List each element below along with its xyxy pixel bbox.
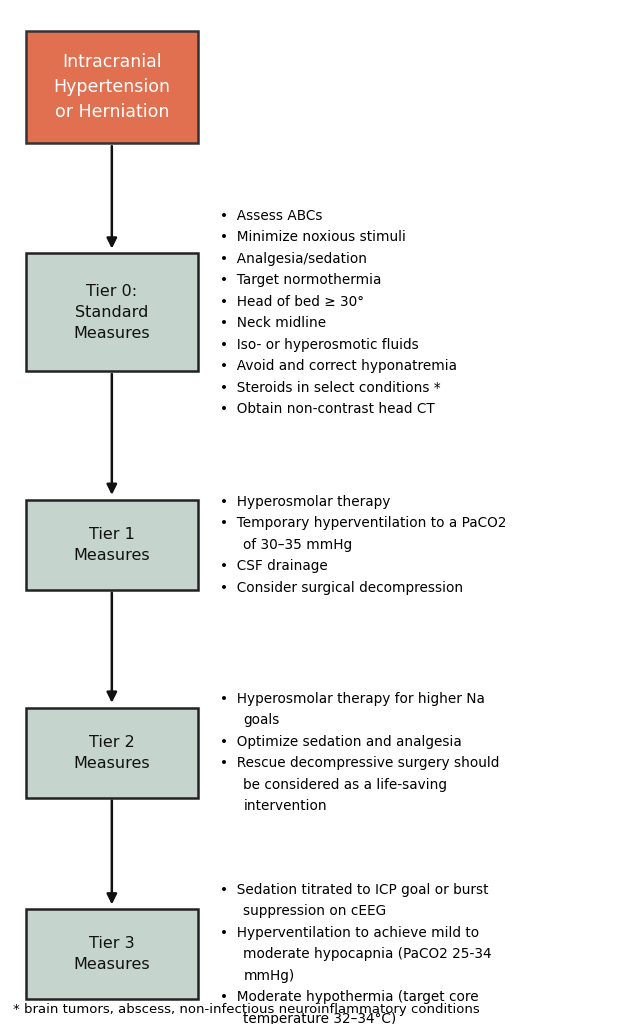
- Text: •  Temporary hyperventilation to a PaCO2: • Temporary hyperventilation to a PaCO2: [220, 516, 507, 530]
- Text: •  Iso- or hyperosmotic fluids: • Iso- or hyperosmotic fluids: [220, 338, 419, 351]
- FancyBboxPatch shape: [26, 909, 198, 999]
- Text: temperature 32–34°C): temperature 32–34°C): [243, 1012, 397, 1024]
- Text: Tier 2
Measures: Tier 2 Measures: [73, 734, 150, 771]
- Text: •  Hyperventilation to achieve mild to: • Hyperventilation to achieve mild to: [220, 926, 480, 940]
- Text: Intracranial
Hypertension
or Herniation: Intracranial Hypertension or Herniation: [53, 53, 171, 121]
- Text: •  Minimize noxious stimuli: • Minimize noxious stimuli: [220, 230, 406, 244]
- Text: •  Head of bed ≥ 30°: • Head of bed ≥ 30°: [220, 295, 364, 308]
- Text: •  Rescue decompressive surgery should: • Rescue decompressive surgery should: [220, 757, 500, 770]
- Text: moderate hypocapnia (PaCO2 25-34: moderate hypocapnia (PaCO2 25-34: [243, 947, 492, 962]
- Text: of 30–35 mmHg: of 30–35 mmHg: [243, 538, 353, 552]
- Text: •  Hyperosmolar therapy for higher Na: • Hyperosmolar therapy for higher Na: [220, 692, 486, 706]
- Text: be considered as a life-saving: be considered as a life-saving: [243, 778, 447, 792]
- Text: •  Avoid and correct hyponatremia: • Avoid and correct hyponatremia: [220, 359, 458, 373]
- Text: •  Sedation titrated to ICP goal or burst: • Sedation titrated to ICP goal or burst: [220, 883, 489, 897]
- Text: Tier 3
Measures: Tier 3 Measures: [73, 936, 150, 973]
- Text: •  Optimize sedation and analgesia: • Optimize sedation and analgesia: [220, 735, 462, 749]
- Text: •  CSF drainage: • CSF drainage: [220, 559, 328, 573]
- Text: •  Consider surgical decompression: • Consider surgical decompression: [220, 581, 463, 595]
- Text: •  Hyperosmolar therapy: • Hyperosmolar therapy: [220, 495, 391, 509]
- Text: •  Obtain non-contrast head CT: • Obtain non-contrast head CT: [220, 402, 435, 416]
- FancyBboxPatch shape: [26, 31, 198, 143]
- Text: •  Target normothermia: • Target normothermia: [220, 273, 382, 287]
- Text: Tier 1
Measures: Tier 1 Measures: [73, 526, 150, 563]
- FancyBboxPatch shape: [26, 708, 198, 798]
- FancyBboxPatch shape: [26, 500, 198, 590]
- Text: •  Steroids in select conditions *: • Steroids in select conditions *: [220, 381, 441, 394]
- Text: * brain tumors, abscess, non-infectious neuroinflammatory conditions: * brain tumors, abscess, non-infectious …: [13, 1002, 479, 1016]
- Text: •  Neck midline: • Neck midline: [220, 316, 327, 330]
- Text: goals: goals: [243, 714, 280, 727]
- Text: Tier 0:
Standard
Measures: Tier 0: Standard Measures: [73, 284, 150, 341]
- FancyBboxPatch shape: [26, 254, 198, 372]
- Text: •  Analgesia/sedation: • Analgesia/sedation: [220, 252, 367, 265]
- Text: •  Moderate hypothermia (target core: • Moderate hypothermia (target core: [220, 990, 479, 1005]
- Text: intervention: intervention: [243, 800, 327, 813]
- Text: suppression on cEEG: suppression on cEEG: [243, 904, 387, 919]
- Text: mmHg): mmHg): [243, 969, 295, 983]
- Text: •  Assess ABCs: • Assess ABCs: [220, 209, 323, 222]
